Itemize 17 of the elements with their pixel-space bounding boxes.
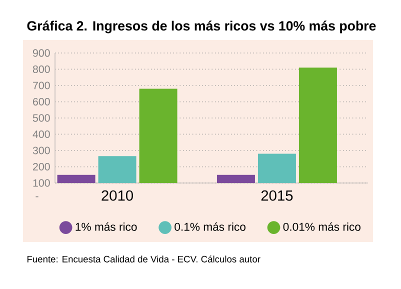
y-tick-label: 300 xyxy=(32,146,50,154)
legend-label: 1% más rico xyxy=(76,222,137,231)
y-tick-label: 900 xyxy=(33,49,50,57)
chart-title: Gráfica 2. Ingresos de los más ricos vs 10% más pobre xyxy=(27,20,376,34)
x-tick-label: 2010 xyxy=(102,190,133,201)
y-tick-label: 700 xyxy=(33,82,50,90)
y-tick-label: 400 xyxy=(32,130,50,138)
y-tick-label: 800 xyxy=(32,65,50,74)
y-tick-label: 200 xyxy=(33,162,50,171)
y-tick-label: 500 xyxy=(32,114,50,122)
source-note: Fuente: Encuesta Calidad de Vida - ECV. Cálculos autor xyxy=(27,256,260,262)
y-tick-label: 100 xyxy=(33,179,50,187)
x-tick-label: 2015 xyxy=(261,190,293,201)
text: - xyxy=(36,196,38,198)
y-tick-label: 600 xyxy=(33,98,50,106)
legend-label: 0.01% más rico xyxy=(283,222,360,231)
legend-label: 0.1% más rico xyxy=(174,222,246,231)
